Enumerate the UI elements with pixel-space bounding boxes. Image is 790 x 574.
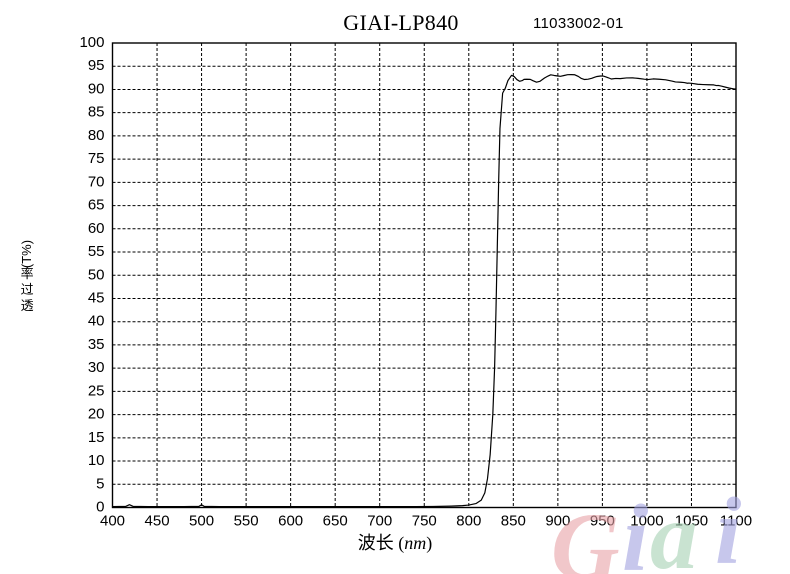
svg-text:75: 75 [88,150,105,167]
svg-text:750: 750 [412,513,437,530]
svg-text:700: 700 [367,513,392,530]
svg-text:60: 60 [88,220,105,237]
svg-text:65: 65 [88,197,105,214]
svg-text:15: 15 [88,429,105,446]
svg-text:50: 50 [88,266,105,283]
svg-text:100: 100 [79,34,104,51]
svg-text:550: 550 [234,513,259,530]
svg-text:80: 80 [88,127,105,144]
svg-text:600: 600 [278,513,303,530]
svg-text:450: 450 [145,513,170,530]
svg-text:5: 5 [96,475,104,492]
svg-text:95: 95 [88,57,105,74]
svg-text:10: 10 [88,452,105,469]
svg-text:G: G [551,493,620,574]
svg-text:55: 55 [88,243,105,260]
svg-text:i: i [715,478,741,574]
svg-text:500: 500 [189,513,214,530]
svg-text:30: 30 [88,359,105,376]
svg-text:25: 25 [88,382,105,399]
svg-text:20: 20 [88,406,105,423]
svg-text:a: a [650,483,698,574]
svg-text:85: 85 [88,104,105,121]
svg-text:800: 800 [456,513,481,530]
svg-text:650: 650 [323,513,348,530]
svg-text:45: 45 [88,289,105,306]
svg-text:70: 70 [88,173,105,190]
svg-text:850: 850 [501,513,526,530]
svg-text:35: 35 [88,336,105,353]
svg-text:i: i [622,485,648,574]
svg-text:90: 90 [88,80,105,97]
svg-text:40: 40 [88,313,105,330]
svg-text:0: 0 [96,499,104,516]
